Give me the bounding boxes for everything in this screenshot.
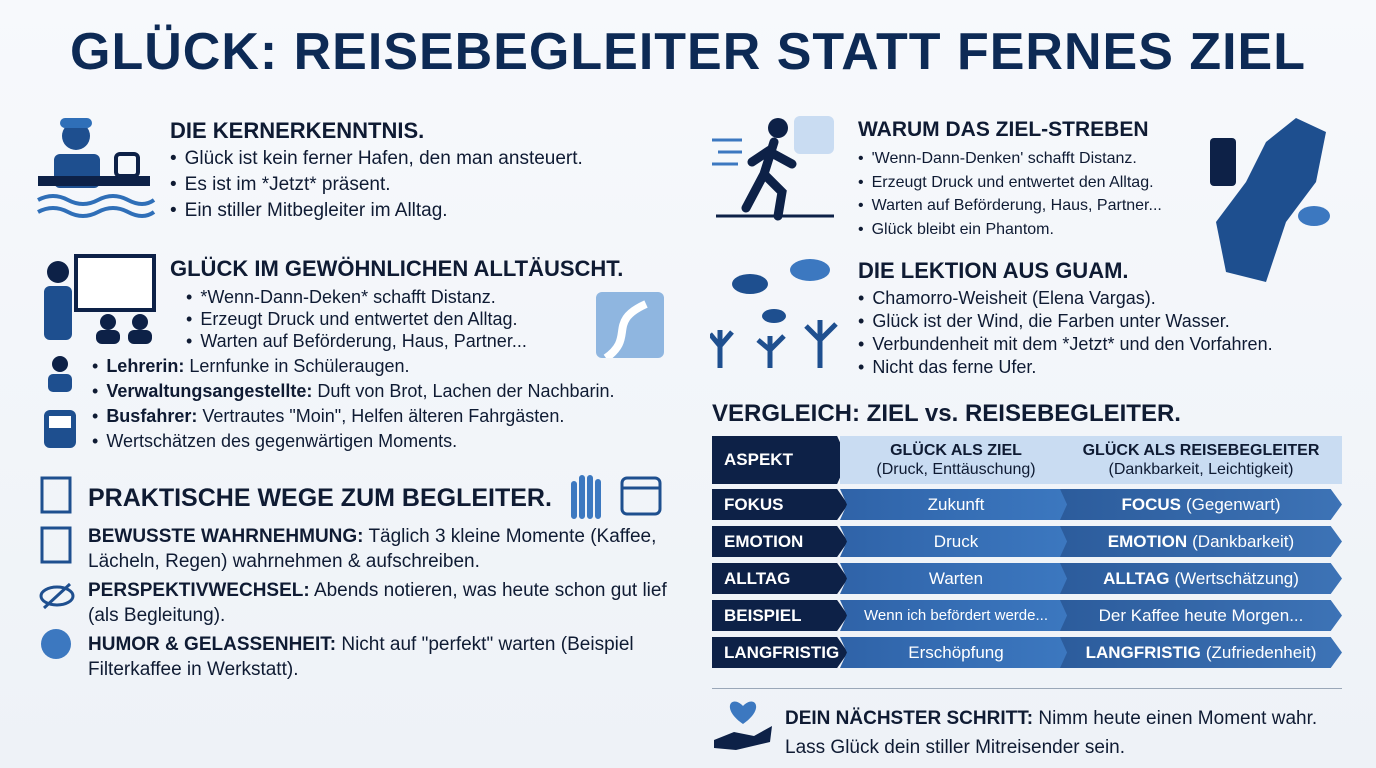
teacher-icon [44,254,156,344]
aspect-cell: EMOTION [712,526,848,557]
section-heading: DIE LEKTION AUS GUAM. [858,258,1129,283]
header-subtitle: (Druck, Enttäuschung) [876,461,1036,478]
label: DEIN NÄCHSTER SCHRITT: [785,708,1034,729]
begleiter-label: LANGFRISTIG [1085,642,1201,662]
divider [712,688,1342,689]
begleiter-cell: EMOTION (Dankbarkeit) [1060,526,1342,557]
begleiter-cell: ALLTAG (Wertschätzung) [1060,563,1342,594]
begleiter-cell: LANGFRISTIG (Zufriedenheit) [1060,637,1342,668]
text: Nicht auf "perfekt" warten (Beispiel Fil… [88,634,634,680]
label: Lehrerin: [106,356,185,376]
runner-icon [712,116,834,221]
header-title: GLÜCK ALS ZIEL [890,441,1022,459]
worker-icon [37,118,156,218]
bullet: Es ist im *Jetzt* präsent. [170,174,391,196]
reef-icon [710,259,838,368]
bullet: *Wenn-Dann-Deken* schafft Distanz. [186,287,495,308]
begleiter-cell: Der Kaffee heute Morgen... [1060,600,1342,631]
aspect-cell: BEISPIEL [712,600,848,631]
section-heading: PRAKTISCHE WEGE ZUM BEGLEITER. [88,484,552,512]
method-item: BEWUSSTE WAHRNEHMUNG: Täglich 3 kleine M… [88,524,668,574]
bullet: 'Wenn-Dann-Denken' schafft Distanz. [858,150,1137,168]
label: Verwaltungsangestellte: [106,381,313,401]
bullet: Wertschätzen des gegenwärtigen Moments. [92,431,457,452]
ziel-cell: Warten [840,563,1072,594]
begleiter-text: Der Kaffee heute Morgen... [1098,605,1304,625]
table-title: VERGLEICH: ZIEL vs. REISEBEGLEITER. [712,400,1181,427]
text: Nimm heute einen Moment wahr. Lass Glück… [785,708,1318,758]
bullet: Glück ist kein ferner Hafen, den man ans… [170,148,583,170]
begleiter-text: (Wertschätzung) [1174,568,1299,588]
text: Lernfunke in Schüleraugen. [189,356,410,376]
page-title: GLÜCK: REISEBEGLEITER STATT FERNES ZIEL [70,23,1306,81]
guam-map-icon [1210,118,1330,282]
begleiter-cell: FOCUS (Gegenwart) [1060,489,1342,520]
section-heading: DIE KERNERKENNTNIS. [170,118,425,143]
bullet: Erzeugt Druck und entwertet den Alltag. [186,309,517,330]
bullet: Warten auf Beförderung, Haus, Partner... [858,197,1162,215]
header-cell: GLÜCK ALS REISEBEGLEITER (Dankbarkeit, Le… [1060,436,1342,484]
bullet: Ein stiller Mitbegleiter im Alltag. [170,200,448,222]
hand-calendar-icons [571,475,662,519]
begleiter-label: EMOTION [1107,531,1188,551]
bullet: Warten auf Beförderung, Haus, Partner... [186,331,527,352]
header-cell: ASPEKT [712,436,848,484]
section-heading: WARUM DAS ZIEL-STREBEN [858,118,1149,141]
ziel-cell: Erschöpfung [840,637,1072,668]
river-icon [596,292,664,358]
bullet: Nicht das ferne Ufer. [858,357,1036,378]
label: Busfahrer: [106,406,198,426]
method-item: PERSPEKTIVWECHSEL: Abends notieren, was … [88,578,668,628]
bullet: Chamorro-Weisheit (Elena Vargas). [858,288,1155,309]
text: Täglich 3 kleine Momente (Kaffee, Lächel… [88,526,657,572]
section-heading: GLÜCK IM GEWÖHNLICHEN ALLTÄUSCHT. [170,256,624,281]
example: Busfahrer: Vertrautes "Moin", Helfen ält… [92,406,564,427]
bullet: Verbundenheit mit dem *Jetzt* und den Vo… [858,334,1272,355]
text: Abends notieren, was heute schon gut lie… [88,580,667,626]
aspect-cell: ALLTAG [712,563,848,594]
ziel-cell: Zukunft [840,489,1072,520]
header-title: GLÜCK ALS REISEBEGLEITER [1082,441,1320,459]
heart-hand-icon [714,701,772,750]
label: HUMOR & GELASSENHEIT: [88,634,337,655]
begleiter-text: (Dankbarkeit) [1192,531,1295,551]
people-icons [44,356,76,448]
next-step: DEIN NÄCHSTER SCHRITT: Nimm heute einen … [785,704,1350,762]
aspect-cell: LANGFRISTIG [712,637,848,668]
bullet: Erzeugt Druck und entwertet den Alltag. [858,174,1154,192]
label: PERSPEKTIVWECHSEL: [88,580,310,601]
text: Vertrautes "Moin", Helfen älteren Fahrgä… [202,406,565,426]
example: Verwaltungsangestellte: Duft von Brot, L… [92,381,615,402]
begleiter-text: (Gegenwart) [1186,494,1281,514]
ziel-cell: Wenn ich befördert werde... [840,600,1072,631]
method-item: HUMOR & GELASSENHEIT: Nicht auf "perfekt… [88,632,668,682]
text: Duft von Brot, Lachen der Nachbarin. [317,381,615,401]
begleiter-text: (Zufriedenheit) [1205,642,1317,662]
header-subtitle: (Dankbarkeit, Leichtigkeit) [1108,461,1294,478]
ziel-cell: Druck [840,526,1072,557]
begleiter-label: ALLTAG [1103,568,1170,588]
bullet: Glück ist der Wind, die Farben unter Was… [858,311,1229,332]
begleiter-label: FOCUS [1121,494,1182,514]
example: Lehrerin: Lernfunke in Schüleraugen. [92,356,410,377]
header-cell: GLÜCK ALS ZIEL (Druck, Enttäuschung) [840,436,1072,484]
aspect-cell: FOKUS [712,489,848,520]
label: BEWUSSTE WAHRNEHMUNG: [88,526,364,547]
method-icons [39,476,75,659]
bullet: Glück bleibt ein Phantom. [858,221,1054,239]
